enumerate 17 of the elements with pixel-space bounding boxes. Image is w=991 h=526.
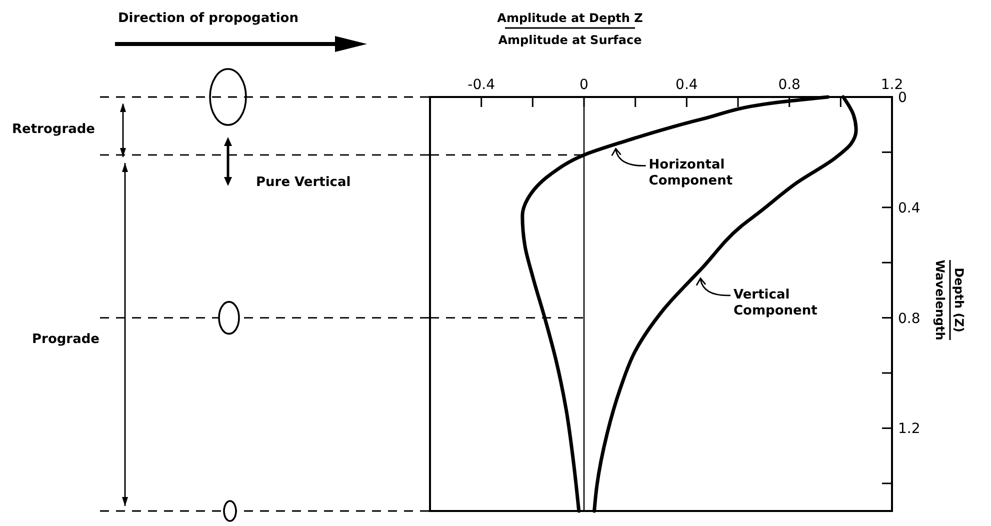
x-tick-label: 0.4 <box>676 77 698 93</box>
x-tick-label: 0.8 <box>778 77 800 93</box>
text: Pure Vertical <box>256 175 351 190</box>
annotation: Vertical Component <box>734 287 818 318</box>
text: Retrograde <box>12 122 96 137</box>
y-tick-label: 0 <box>898 90 907 106</box>
y-tick-label: 0.4 <box>898 200 920 216</box>
x-axis-title: Amplitude at Depth Z Amplitude at Surface <box>497 11 644 47</box>
annotation: Horizontal Component <box>648 158 733 189</box>
x-tick-label: 1.2 <box>880 77 904 93</box>
text: Direction of propogation <box>118 11 298 26</box>
text: Prograde <box>32 332 100 347</box>
y-axis-title: Depth (Z) Wavelength <box>933 260 966 340</box>
x-tick-label: 0 <box>580 77 588 93</box>
x-tick-label: -0.4 <box>468 77 496 93</box>
y-tick-label: 1.2 <box>898 421 920 438</box>
y-tick-label: 0.8 <box>898 310 920 327</box>
